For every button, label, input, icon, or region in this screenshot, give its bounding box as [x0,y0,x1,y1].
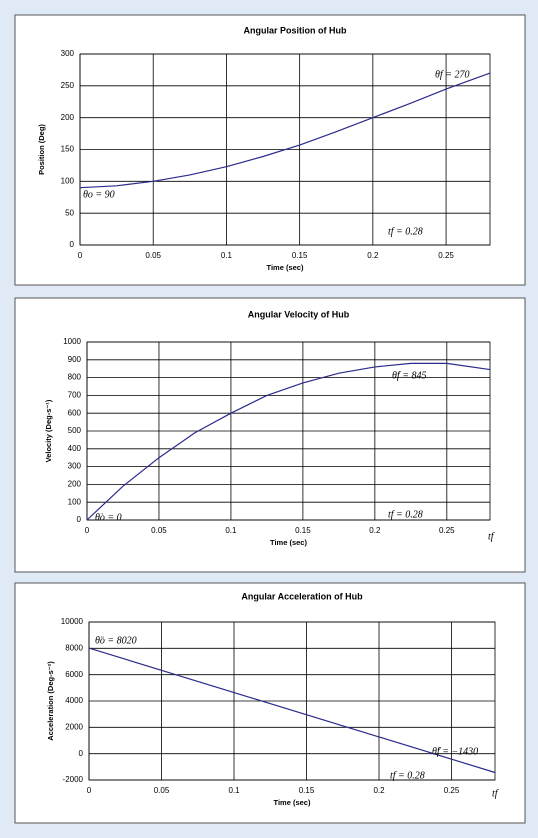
x-tick-label: 0 [78,251,83,260]
panel [14,297,526,573]
x-tick-label: 0.15 [292,251,308,260]
y-tick-label: 8000 [65,643,83,652]
plot-frame [88,621,496,781]
y-tick-label: 700 [68,391,82,400]
y-axis-label: Acceleration (Deg-s⁻²) [46,661,55,741]
x-tick-label: 0.1 [221,251,233,260]
x-tick-label: 0.1 [228,786,240,795]
y-tick-label: 250 [61,81,75,90]
annotation: θf = 270 [435,69,469,80]
y-axis-label: Position (Deg) [37,124,46,175]
x-tick-label: 0.05 [145,251,161,260]
x-tick-label: 0.2 [367,251,379,260]
annotation: tf = 0.28 [388,226,423,237]
y-tick-label: 600 [68,408,82,417]
x-tick-label: 0.25 [439,526,455,535]
x-tick-label: 0.25 [444,786,460,795]
x-tick-label: 0.15 [299,786,315,795]
x-tick-label: 0.25 [438,251,454,260]
x-tick-label: 0.2 [369,526,381,535]
data-line [86,362,491,521]
y-tick-label: 150 [61,145,75,154]
x-axis-label: Time (sec) [270,538,307,547]
chart-title: Angular Position of Hub [244,25,347,35]
data-line [88,647,496,774]
y-tick-label: 500 [68,426,82,435]
x-tick-label: 0.2 [373,786,385,795]
data-line [79,72,491,189]
y-tick-label: 100 [61,176,75,185]
chart-title: Angular Acceleration of Hub [241,591,363,601]
x-tick-label: 0 [85,526,90,535]
plot-frame [86,341,491,521]
annotation: θo = 90 [83,189,115,200]
y-axis-label: Velocity (Deg-s⁻¹) [44,399,53,462]
y-tick-label: 900 [68,355,82,364]
annotation: tf = 0.28 [390,770,425,781]
y-tick-label: 100 [68,497,82,506]
x-tick-label: 0.05 [154,786,170,795]
y-tick-label: 400 [68,444,82,453]
y-tick-label: 300 [61,49,75,58]
y-tick-label: 200 [61,113,75,122]
annotation: tf = 0.28 [388,509,423,520]
y-tick-label: 0 [77,515,82,524]
y-tick-label: 4000 [65,696,83,705]
y-tick-label: 6000 [65,670,83,679]
y-tick-label: 2000 [65,722,83,731]
x-tick-label: 0.1 [225,526,237,535]
plot-frame [79,53,491,246]
annotation: tf [492,788,499,799]
annotation: θ̇o = 0 [95,512,122,523]
x-tick-label: 0.05 [151,526,167,535]
y-tick-label: 800 [68,373,82,382]
x-tick-label: 0 [87,786,92,795]
y-tick-label: 10000 [61,617,84,626]
y-tick-label: 0 [79,749,84,758]
panel [14,14,526,286]
annotation: θ̇f = 845 [392,370,426,381]
annotation: tf [488,531,495,542]
y-tick-label: -2000 [63,775,84,784]
y-tick-label: 300 [68,462,82,471]
x-axis-label: Time (sec) [274,798,311,807]
annotation: θ̈f = −1430 [432,746,478,757]
chart-title: Angular Velocity of Hub [248,309,350,319]
x-tick-label: 0.15 [295,526,311,535]
y-tick-label: 50 [65,208,74,217]
y-tick-label: 200 [68,480,82,489]
y-tick-label: 1000 [63,337,81,346]
y-tick-label: 0 [70,240,75,249]
x-axis-label: Time (sec) [267,263,304,272]
annotation: θ̈o = 8020 [95,635,137,646]
